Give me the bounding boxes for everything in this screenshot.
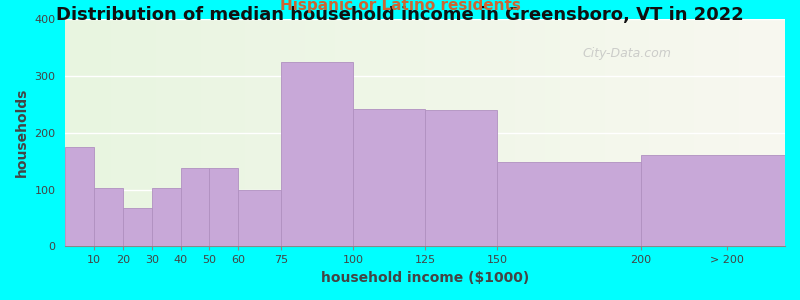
Bar bbox=[354, 109, 426, 246]
Bar bbox=[641, 155, 785, 246]
Y-axis label: households: households bbox=[15, 88, 29, 177]
X-axis label: household income ($1000): household income ($1000) bbox=[321, 271, 530, 285]
Bar bbox=[123, 208, 152, 246]
Bar bbox=[426, 110, 497, 246]
Bar bbox=[497, 162, 641, 246]
Text: City-Data.com: City-Data.com bbox=[582, 46, 671, 60]
Bar bbox=[66, 147, 94, 246]
Bar bbox=[238, 190, 282, 246]
Bar bbox=[152, 188, 181, 246]
Text: Distribution of median household income in Greensboro, VT in 2022: Distribution of median household income … bbox=[56, 6, 744, 24]
Bar bbox=[282, 61, 354, 246]
Bar bbox=[181, 168, 210, 246]
Bar bbox=[94, 188, 123, 246]
Bar bbox=[210, 168, 238, 246]
Text: Hispanic or Latino residents: Hispanic or Latino residents bbox=[279, 0, 521, 13]
